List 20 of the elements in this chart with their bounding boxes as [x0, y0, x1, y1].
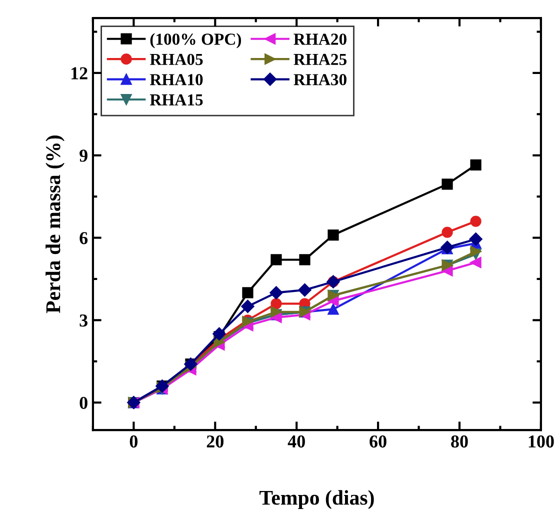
- x-tick-label: 60: [370, 435, 386, 448]
- legend-label: RHA20: [294, 34, 346, 45]
- legend-label: RHA05: [150, 54, 203, 66]
- x-tick-label: 20: [206, 435, 224, 448]
- y-tick-label: 9: [80, 150, 88, 162]
- x-axis-title: Tempo (dias): [259, 490, 374, 510]
- x-tick-label: 100: [528, 435, 554, 448]
- legend-label: RHA10: [150, 74, 203, 86]
- y-tick-label: 0: [80, 396, 88, 409]
- y-axis-title: Perda de massa (%): [46, 136, 64, 314]
- x-tick-label: 40: [288, 435, 305, 448]
- y-tick-label: 6: [80, 232, 88, 244]
- legend-label: (100% OPC): [150, 33, 242, 48]
- x-tick-label: 80: [451, 435, 468, 448]
- y-tick-label: 3: [80, 314, 88, 327]
- legend-label: RHA25: [294, 54, 346, 66]
- legend-label: RHA15: [150, 94, 203, 106]
- y-tick-label: 12: [71, 67, 88, 80]
- x-tick-label: 0: [130, 435, 138, 448]
- legend-label: RHA30: [294, 74, 346, 86]
